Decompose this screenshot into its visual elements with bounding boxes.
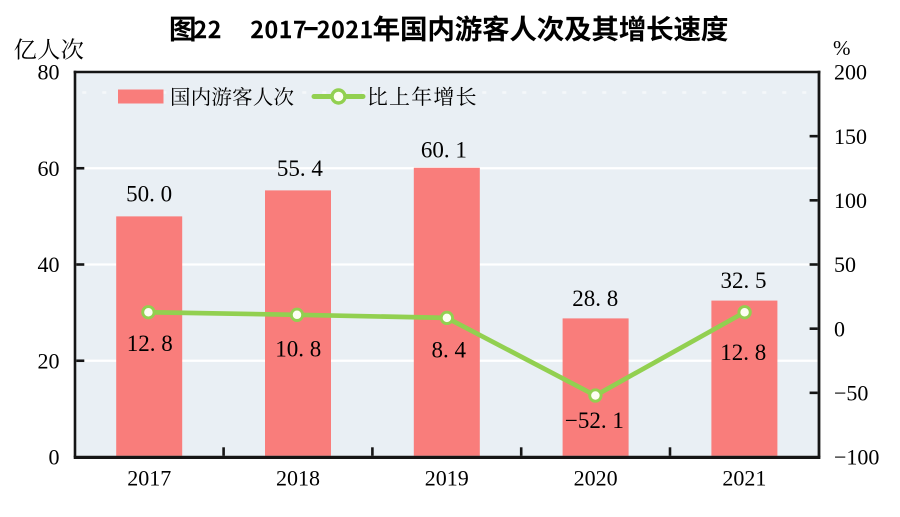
svg-text:100: 100 xyxy=(834,188,867,213)
svg-text:28. 8: 28. 8 xyxy=(572,286,618,311)
svg-text:−100: −100 xyxy=(834,445,879,470)
svg-text:0: 0 xyxy=(834,316,845,341)
svg-text:50: 50 xyxy=(834,252,856,277)
svg-text:55. 4: 55. 4 xyxy=(277,156,324,181)
svg-text:10. 8: 10. 8 xyxy=(275,337,321,362)
svg-text:8. 4: 8. 4 xyxy=(431,338,466,363)
svg-text:−50: −50 xyxy=(834,381,868,406)
svg-text:60: 60 xyxy=(38,156,60,181)
svg-text:20: 20 xyxy=(38,348,60,373)
svg-text:−52. 1: −52. 1 xyxy=(565,408,624,433)
svg-text:200: 200 xyxy=(834,60,867,85)
svg-text:2021: 2021 xyxy=(722,465,766,490)
svg-text:60. 1: 60. 1 xyxy=(421,138,467,163)
svg-text:40: 40 xyxy=(38,252,60,277)
svg-text:12. 8: 12. 8 xyxy=(127,331,173,356)
svg-text:150: 150 xyxy=(834,124,867,149)
svg-text:2020: 2020 xyxy=(574,465,618,490)
svg-text:0: 0 xyxy=(49,445,60,470)
svg-text:32. 5: 32. 5 xyxy=(721,268,767,293)
svg-text:2019: 2019 xyxy=(425,465,469,490)
svg-text:2018: 2018 xyxy=(276,465,320,490)
svg-text:50. 0: 50. 0 xyxy=(126,182,172,207)
svg-text:2017: 2017 xyxy=(127,465,171,490)
svg-text:%: % xyxy=(833,36,851,60)
svg-text:12. 8: 12. 8 xyxy=(720,340,766,365)
svg-text:80: 80 xyxy=(38,60,60,85)
